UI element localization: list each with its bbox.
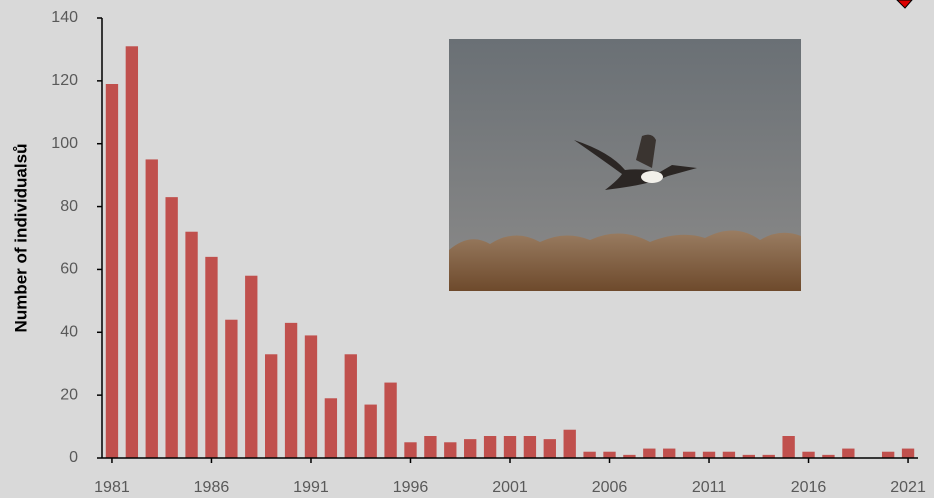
bar: [723, 452, 735, 458]
bar: [663, 449, 675, 458]
x-tick-label: 2011: [692, 479, 727, 496]
bar: [583, 452, 595, 458]
bar: [345, 354, 357, 458]
bar: [643, 449, 655, 458]
x-tick-label: 2001: [492, 479, 528, 496]
bar: [683, 452, 695, 458]
bar: [245, 276, 257, 458]
bar: [146, 159, 158, 458]
bar: [365, 405, 377, 458]
y-tick-label: 80: [60, 198, 78, 215]
y-tick-label: 60: [60, 261, 78, 278]
bar: [802, 452, 814, 458]
bar: [126, 46, 138, 458]
y-axis-label: Number of individualsů: [11, 144, 30, 333]
bar: [782, 436, 794, 458]
bar: [285, 323, 297, 458]
bar: [544, 439, 556, 458]
x-tick-label: 1981: [94, 479, 130, 496]
bar: [444, 442, 456, 458]
bar: [265, 354, 277, 458]
y-tick-label: 20: [60, 386, 78, 403]
x-tick-label: 2021: [890, 479, 926, 496]
chart: Number of individualsů 0 20 40 60 80 100 120 14…: [0, 0, 934, 498]
y-tick-label: 0: [69, 449, 78, 466]
x-tick-label: 2006: [592, 479, 628, 496]
photo: [449, 39, 801, 291]
bar: [603, 452, 615, 458]
page: Number of individualsů 0 20 40 60 80 100 120 14…: [0, 0, 934, 498]
bar: [842, 449, 854, 458]
bar: [703, 452, 715, 458]
y-tick-label: 100: [51, 135, 78, 152]
y-tick-label: 120: [51, 72, 78, 89]
x-tick-label: 1986: [194, 479, 230, 496]
y-tick-label: 140: [51, 9, 78, 26]
bar: [484, 436, 496, 458]
bar: [185, 232, 197, 458]
bar: [882, 452, 894, 458]
photo-trees: [449, 230, 801, 291]
y-tick-label: 40: [60, 324, 78, 341]
bar: [225, 320, 237, 458]
bar: [524, 436, 536, 458]
bar: [305, 335, 317, 458]
x-tick-label: 1991: [293, 479, 329, 496]
x-tick-label: 1996: [393, 479, 429, 496]
bar: [504, 436, 516, 458]
bar: [404, 442, 416, 458]
bar: [424, 436, 436, 458]
bar: [384, 383, 396, 458]
x-tick-label: 2016: [791, 479, 827, 496]
bar: [564, 430, 576, 458]
bar: [325, 398, 337, 458]
photo-duck-belly: [641, 171, 663, 183]
bar: [106, 84, 118, 458]
bar: [165, 197, 177, 458]
bar: [902, 449, 914, 458]
bar: [464, 439, 476, 458]
bar: [205, 257, 217, 458]
